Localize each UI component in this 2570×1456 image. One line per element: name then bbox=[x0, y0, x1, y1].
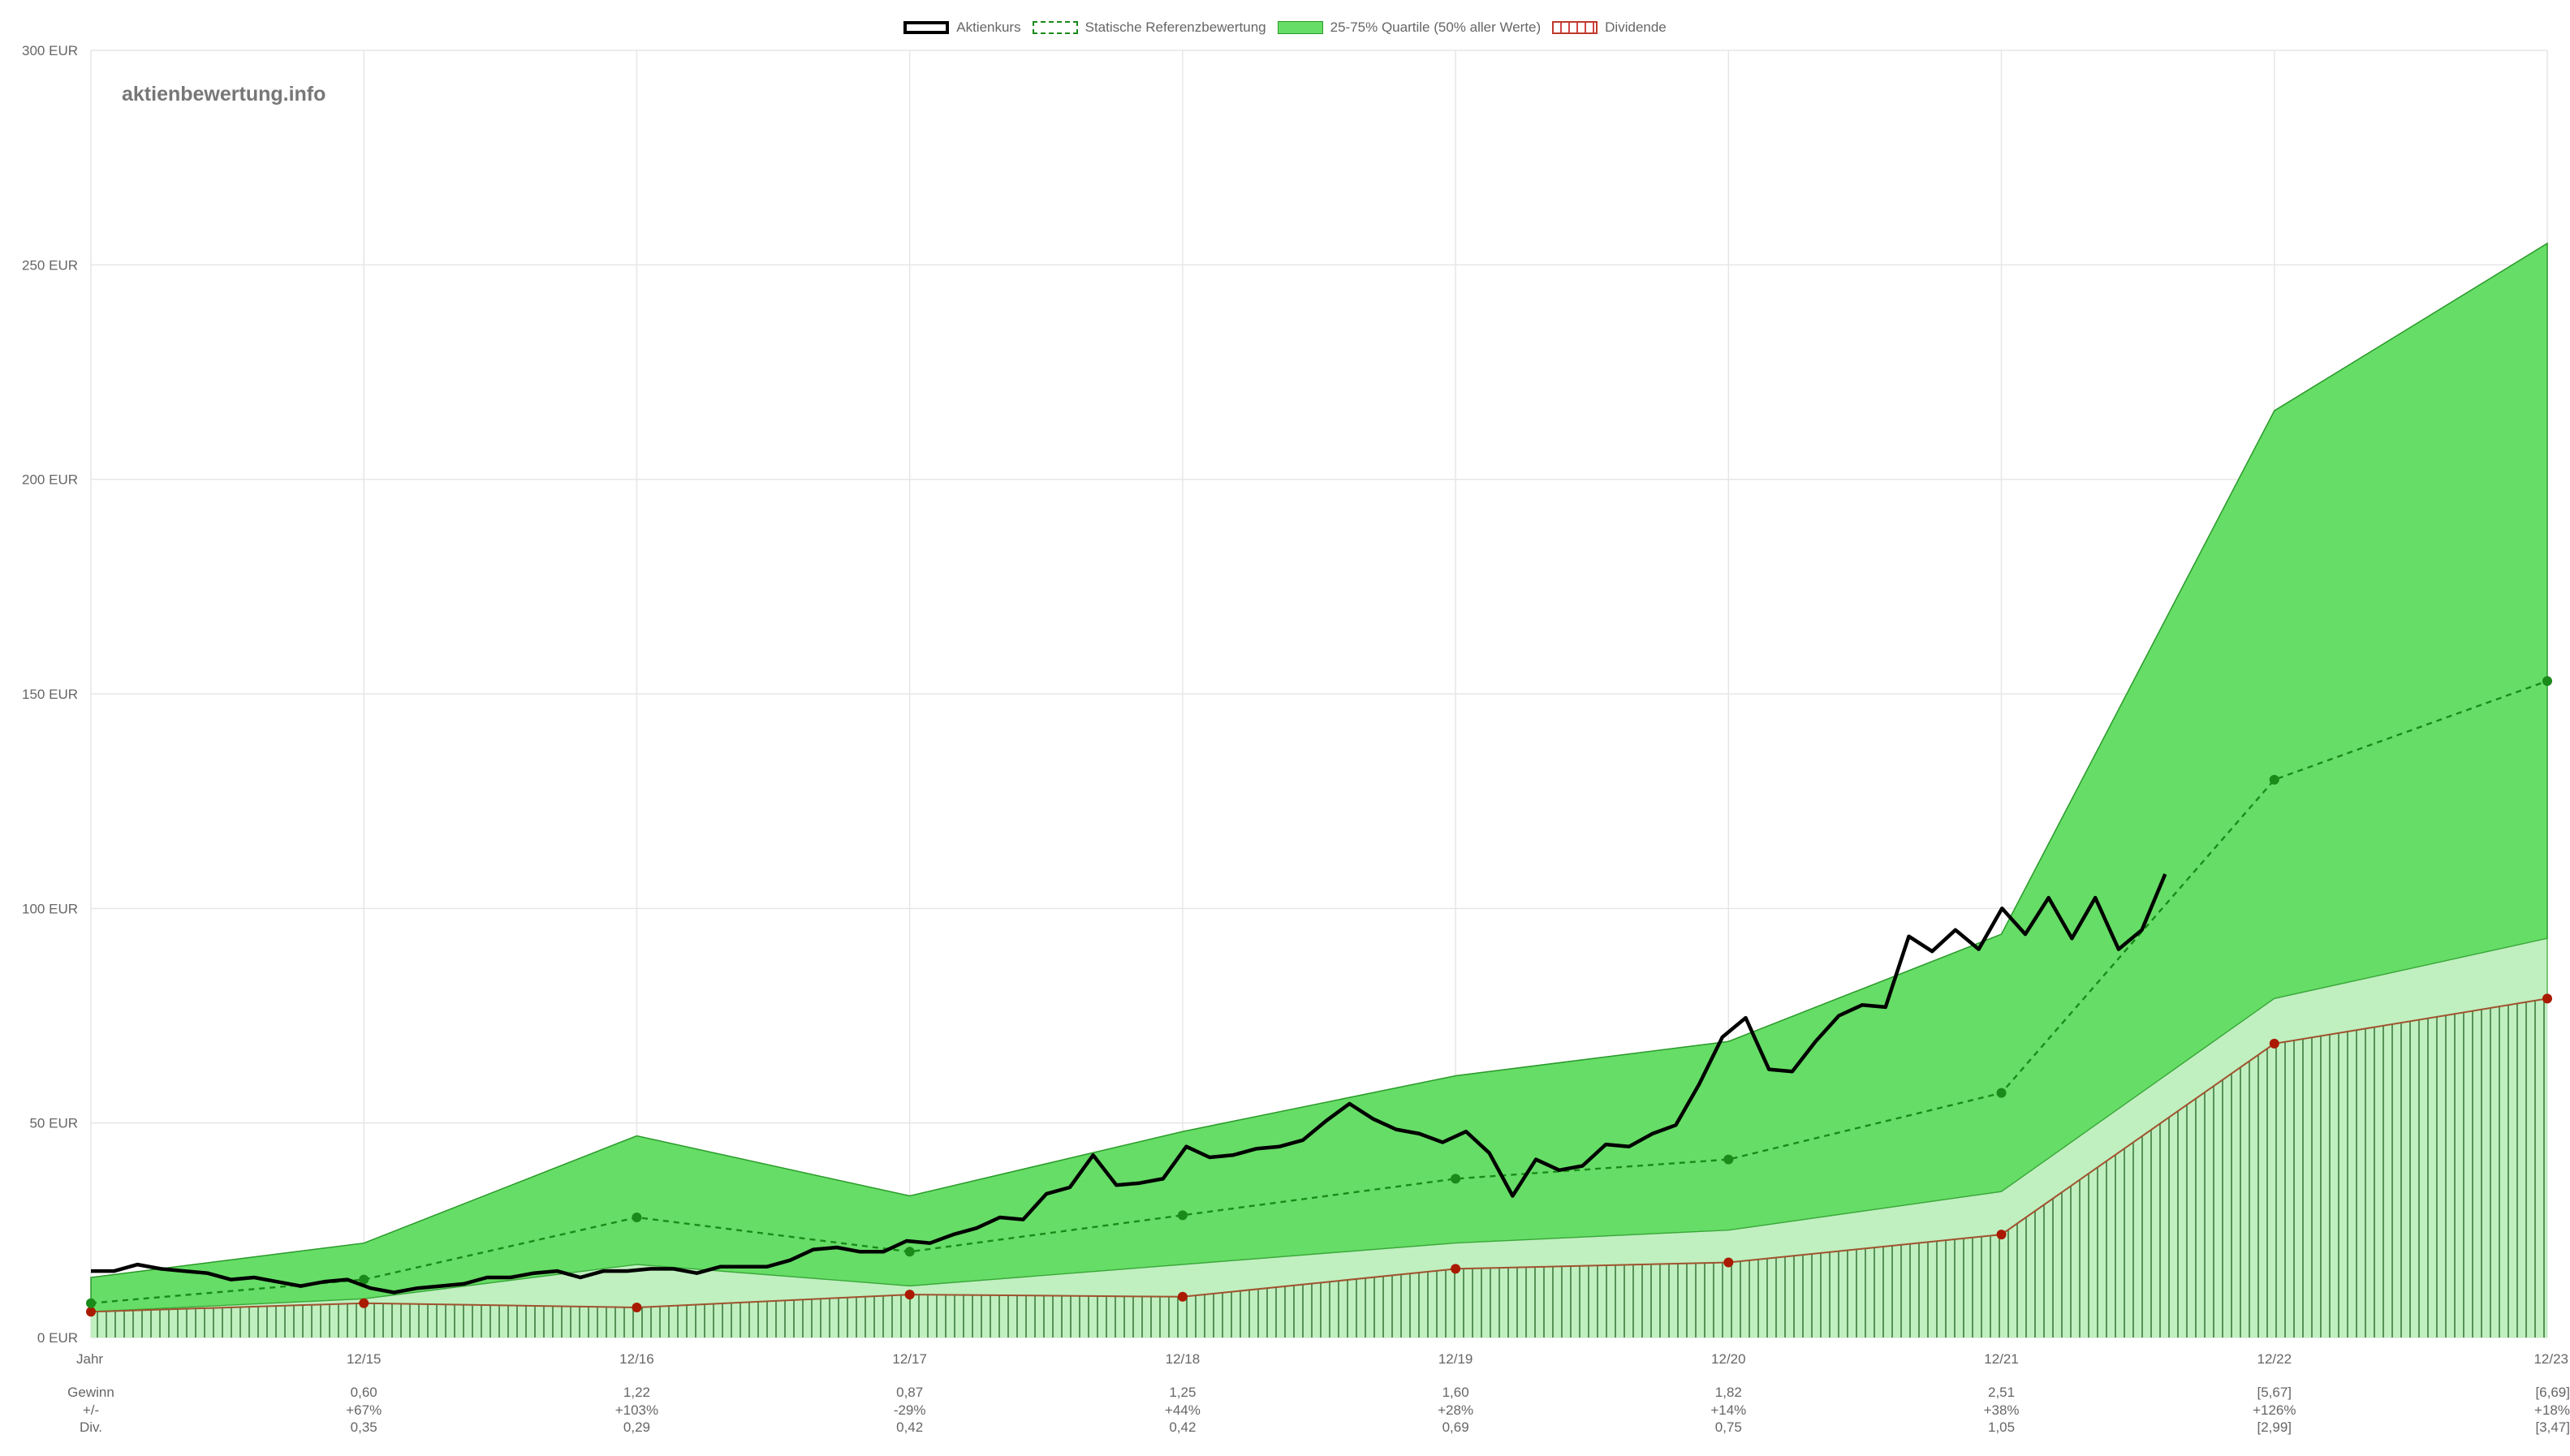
table-cell: +14% bbox=[1710, 1402, 1746, 1418]
x-tick-label: 12/21 bbox=[1984, 1351, 2019, 1367]
table-cell: [2,99] bbox=[2257, 1419, 2292, 1435]
dividend-area bbox=[86, 993, 2552, 1338]
x-tick-label: 12/20 bbox=[1711, 1351, 1746, 1367]
legend-swatch-quartile bbox=[1277, 21, 1323, 34]
table-cell: 0,42 bbox=[1169, 1419, 1196, 1435]
table-cell: +18% bbox=[2534, 1402, 2570, 1418]
legend-item-dividend[interactable]: Dividende bbox=[1552, 19, 1667, 36]
table-cell: 0,35 bbox=[351, 1419, 377, 1435]
y-tick-label: 300 EUR bbox=[22, 43, 78, 58]
axes: 0 EUR 50 EUR 100 EUR 150 EUR 200 EUR 250 EUR 3… bbox=[22, 43, 2568, 1367]
reference-point bbox=[904, 1247, 915, 1257]
dividend-point bbox=[359, 1298, 369, 1308]
reference-valuation-series bbox=[86, 676, 2552, 1308]
reference-point bbox=[2269, 774, 2279, 785]
dividend-point bbox=[1451, 1264, 1461, 1274]
table-cell: +28% bbox=[1438, 1402, 1473, 1418]
table-cell: [5,67] bbox=[2257, 1385, 2292, 1400]
table-cell: +103% bbox=[615, 1402, 658, 1418]
legend-swatch-dividend bbox=[1552, 21, 1598, 34]
dividend-line bbox=[90, 997, 2548, 1313]
x-tick-label: 12/18 bbox=[1166, 1351, 1201, 1367]
table-cell: +38% bbox=[1984, 1402, 2020, 1418]
dividend-point bbox=[2269, 1038, 2279, 1049]
dividend-point bbox=[632, 1302, 642, 1312]
legend-swatch-reference bbox=[1032, 21, 1078, 34]
table-cell: [6,69] bbox=[2535, 1385, 2570, 1400]
legend-swatch-price bbox=[903, 21, 950, 34]
y-tick-label: 150 EUR bbox=[22, 687, 78, 702]
x-tick-label: 12/22 bbox=[2257, 1351, 2292, 1367]
table-cell: -29% bbox=[894, 1402, 926, 1418]
table-cell: 1,82 bbox=[1715, 1385, 1742, 1400]
table-cell: [3,47] bbox=[2535, 1419, 2570, 1435]
x-tick-label: 12/19 bbox=[1438, 1351, 1473, 1367]
table-cell: 1,25 bbox=[1169, 1385, 1196, 1400]
table-cell: +44% bbox=[1165, 1402, 1201, 1418]
y-tick-label: 0 EUR bbox=[37, 1330, 78, 1346]
table-cell: +67% bbox=[346, 1402, 382, 1418]
legend-label-price: Aktienkurs bbox=[956, 19, 1021, 35]
dividend-point bbox=[2542, 993, 2552, 1004]
x-tick-label: 12/16 bbox=[619, 1351, 654, 1367]
table-cell: 0,42 bbox=[896, 1419, 923, 1435]
table-cell: 1,05 bbox=[1988, 1419, 2015, 1435]
table-cell: 1,22 bbox=[623, 1385, 650, 1400]
aktienkurs-line bbox=[91, 873, 2167, 1294]
reference-point bbox=[1996, 1088, 2007, 1098]
legend-item-quartile[interactable]: 25-75% Quartile (50% aller Werte) bbox=[1277, 19, 1542, 36]
table-row-label: Div. bbox=[80, 1419, 102, 1435]
legend: Aktienkurs Statische Referenzbewertung 2… bbox=[0, 19, 2570, 36]
y-tick-label: 250 EUR bbox=[22, 257, 78, 273]
y-tick-label: 100 EUR bbox=[22, 901, 78, 916]
legend-item-reference[interactable]: Statische Referenzbewertung bbox=[1032, 19, 1266, 36]
table-cell: 0,75 bbox=[1715, 1419, 1742, 1435]
reference-point bbox=[1451, 1174, 1461, 1184]
legend-item-price[interactable]: Aktienkurs bbox=[903, 19, 1021, 36]
table-row-label: Gewinn bbox=[67, 1385, 114, 1400]
y-tick-label: 200 EUR bbox=[22, 472, 78, 488]
table-cell: 0,29 bbox=[623, 1419, 650, 1435]
x-tick-label: Jahr bbox=[76, 1351, 103, 1367]
reference-line bbox=[90, 679, 2548, 1304]
reference-point bbox=[1723, 1154, 1734, 1165]
x-tick-label: 12/23 bbox=[2533, 1351, 2568, 1367]
reference-point bbox=[2542, 676, 2552, 687]
dividend-point bbox=[904, 1290, 915, 1300]
legend-label-dividend: Dividende bbox=[1605, 19, 1667, 35]
reference-point bbox=[86, 1298, 96, 1308]
legend-label-quartile: 25-75% Quartile (50% aller Werte) bbox=[1330, 19, 1542, 35]
dividend-point bbox=[1177, 1291, 1188, 1302]
dividend-fill bbox=[91, 998, 2547, 1338]
table-cell: 1,60 bbox=[1442, 1385, 1469, 1400]
x-tick-label: 12/15 bbox=[347, 1351, 382, 1367]
data-table: Gewinn 0,60 1,22 0,87 1,25 1,60 1,82 2,51 [5,67]… bbox=[67, 1385, 2570, 1435]
dividend-point bbox=[1996, 1230, 2007, 1240]
y-tick-label: 50 EUR bbox=[29, 1116, 78, 1131]
table-cell: 0,87 bbox=[896, 1385, 923, 1400]
x-tick-label: 12/17 bbox=[892, 1351, 927, 1367]
dividend-point bbox=[86, 1307, 96, 1317]
legend-label-reference: Statische Referenzbewertung bbox=[1084, 19, 1266, 35]
aktienkurs-series bbox=[91, 873, 2167, 1294]
reference-point bbox=[1177, 1210, 1188, 1221]
reference-point bbox=[632, 1212, 642, 1222]
table-cell: +126% bbox=[2253, 1402, 2296, 1418]
dividend-point bbox=[1723, 1257, 1734, 1268]
table-cell: 2,51 bbox=[1988, 1385, 2015, 1400]
table-row-label: +/- bbox=[83, 1402, 99, 1418]
watermark-logo: aktienbewertung.info bbox=[122, 83, 326, 106]
table-cell: 0,60 bbox=[351, 1385, 377, 1400]
reference-point bbox=[359, 1274, 369, 1285]
table-cell: 0,69 bbox=[1442, 1419, 1469, 1435]
